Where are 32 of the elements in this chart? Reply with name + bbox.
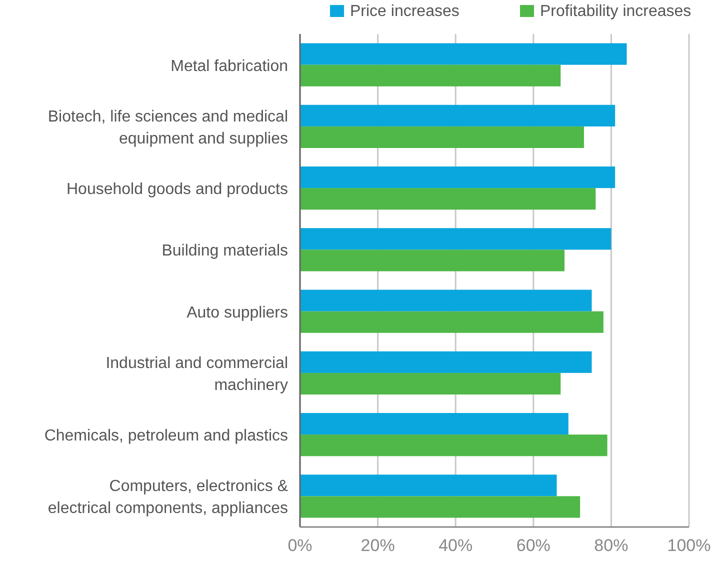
legend-label: Price increases bbox=[350, 3, 460, 20]
bar bbox=[300, 351, 592, 373]
x-tick-label: 40% bbox=[438, 536, 473, 555]
bar bbox=[300, 188, 596, 210]
bar bbox=[300, 311, 604, 333]
y-tick-label: Household goods and products bbox=[66, 181, 288, 198]
y-tick-label: Auto suppliers bbox=[186, 304, 288, 322]
bar bbox=[300, 474, 557, 496]
bar bbox=[300, 166, 616, 188]
bar bbox=[300, 126, 584, 148]
y-tick-label: Industrial and commercial machinery bbox=[106, 354, 288, 394]
x-tick-label: 0% bbox=[288, 536, 312, 555]
bar bbox=[300, 412, 568, 435]
bar bbox=[300, 290, 592, 312]
bar bbox=[300, 43, 627, 65]
bar bbox=[300, 372, 561, 395]
y-tick-label: Building materials bbox=[162, 242, 288, 260]
y-tick-label: Biotech, life sciences and medical equipment and supplies bbox=[48, 108, 288, 148]
bar bbox=[300, 434, 608, 456]
y-tick-label: Chemicals, petroleum and plastics bbox=[44, 428, 288, 445]
y-tick-label: Computers, electronics & electrical components, appliances bbox=[48, 478, 288, 518]
bar bbox=[300, 250, 565, 272]
x-tick-label: 80% bbox=[594, 536, 628, 555]
y-tick-label: Metal fabrication bbox=[170, 58, 288, 75]
legend-label: Profitability increases bbox=[540, 3, 692, 20]
bar bbox=[300, 64, 561, 86]
x-tick-label: 20% bbox=[360, 536, 395, 555]
bar bbox=[300, 104, 616, 126]
bar bbox=[300, 228, 612, 250]
bar bbox=[300, 496, 580, 518]
x-tick-label: 60% bbox=[516, 536, 550, 555]
x-tick-label: 100% bbox=[667, 536, 711, 555]
